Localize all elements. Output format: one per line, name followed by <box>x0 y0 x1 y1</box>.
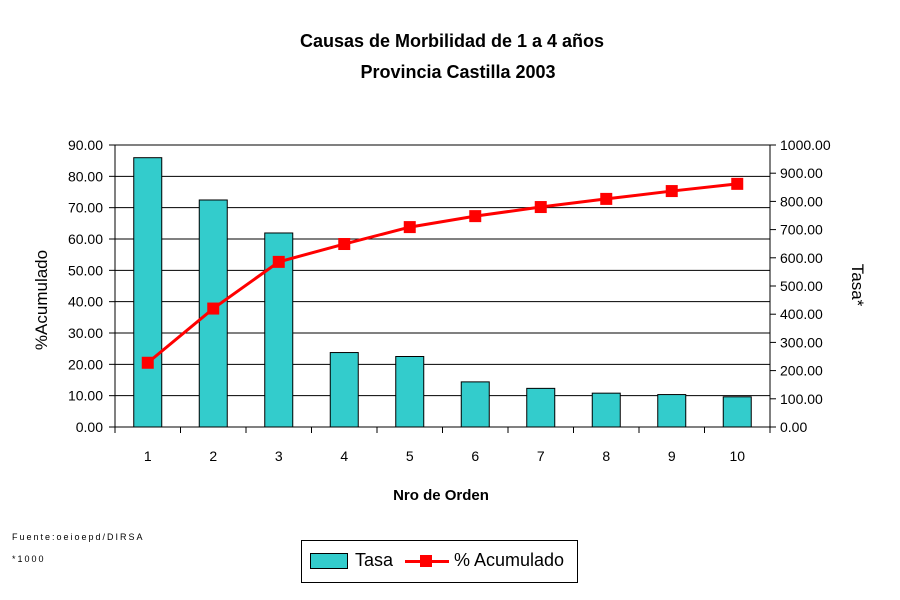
bar-8 <box>591 392 621 428</box>
y-tick-left-4: 40.00 <box>68 294 103 310</box>
y-tick-right-7: 700.00 <box>780 222 823 238</box>
legend-tasa-swatch <box>310 553 348 569</box>
y-tick-left-1: 10.00 <box>68 388 103 404</box>
y-tick-right-2: 200.00 <box>780 363 823 379</box>
x-tick-3: 3 <box>275 448 283 464</box>
bar-9 <box>657 394 687 428</box>
line-point-1 <box>141 356 154 369</box>
scale-note: *1000 <box>12 554 46 564</box>
line-point-10 <box>731 177 744 190</box>
tick-labels: 0.0010.0020.0030.0040.0050.0060.0070.008… <box>68 137 831 464</box>
x-tick-5: 5 <box>406 448 414 464</box>
y-tick-right-1: 100.00 <box>780 391 823 407</box>
line-point-9 <box>665 185 678 198</box>
line-point-2 <box>207 302 220 315</box>
x-tick-4: 4 <box>340 448 348 464</box>
legend-tasa-label: Tasa <box>355 550 394 570</box>
line-point-7 <box>534 201 547 214</box>
x-tick-6: 6 <box>471 448 479 464</box>
line-path <box>146 182 738 364</box>
y-tick-left-6: 60.00 <box>68 231 103 247</box>
legend: Tasa % Acumulado <box>301 540 578 583</box>
x-tick-7: 7 <box>537 448 545 464</box>
y-axis-right-label: Tasa* <box>848 264 867 307</box>
line-point-3 <box>272 255 285 268</box>
y-tick-left-7: 70.00 <box>68 200 103 216</box>
bar-6 <box>460 381 490 428</box>
y-tick-left-3: 30.00 <box>68 325 103 341</box>
line-point-6 <box>469 210 482 223</box>
y-tick-left-0: 0.00 <box>76 419 103 435</box>
bar-2 <box>198 199 228 428</box>
line-point-8 <box>600 192 613 205</box>
y-tick-left-2: 20.00 <box>68 356 103 372</box>
chart-title: Causas de Morbilidad de 1 a 4 años <box>300 31 604 51</box>
axes <box>109 144 776 433</box>
line-point-4 <box>338 238 351 251</box>
y-tick-right-4: 400.00 <box>780 306 823 322</box>
y-tick-right-6: 600.00 <box>780 250 823 266</box>
x-tick-10: 10 <box>729 448 745 464</box>
x-tick-9: 9 <box>668 448 676 464</box>
bar-series-tasa <box>133 157 752 428</box>
bar-4 <box>329 352 359 428</box>
y-axis-left-label: %Acumulado <box>32 250 51 350</box>
y-tick-right-5: 500.00 <box>780 278 823 294</box>
y-tick-left-9: 90.00 <box>68 137 103 153</box>
line-point-5 <box>403 221 416 234</box>
x-tick-2: 2 <box>209 448 217 464</box>
y-tick-left-8: 80.00 <box>68 168 103 184</box>
legend-acumulado-label: % Acumulado <box>454 550 565 570</box>
line-series-acumulado <box>141 177 744 369</box>
y-tick-right-0: 0.00 <box>780 419 807 435</box>
x-axis-label: Nro de Orden <box>393 487 489 504</box>
bar-5 <box>395 356 425 428</box>
y-tick-right-3: 300.00 <box>780 334 823 350</box>
x-tick-1: 1 <box>144 448 152 464</box>
y-tick-right-8: 800.00 <box>780 193 823 209</box>
y-tick-right-10: 1000.00 <box>780 137 831 153</box>
bar-7 <box>526 387 556 428</box>
y-tick-right-9: 900.00 <box>780 165 823 181</box>
chart-subtitle: Provincia Castilla 2003 <box>360 62 555 82</box>
bar-1 <box>133 157 163 428</box>
source-note: Fuente:oeioepd/DIRSA <box>12 532 145 542</box>
x-tick-8: 8 <box>602 448 610 464</box>
legend-acumulado-marker <box>420 555 432 567</box>
y-tick-left-5: 50.00 <box>68 262 103 278</box>
bar-10 <box>722 396 752 428</box>
